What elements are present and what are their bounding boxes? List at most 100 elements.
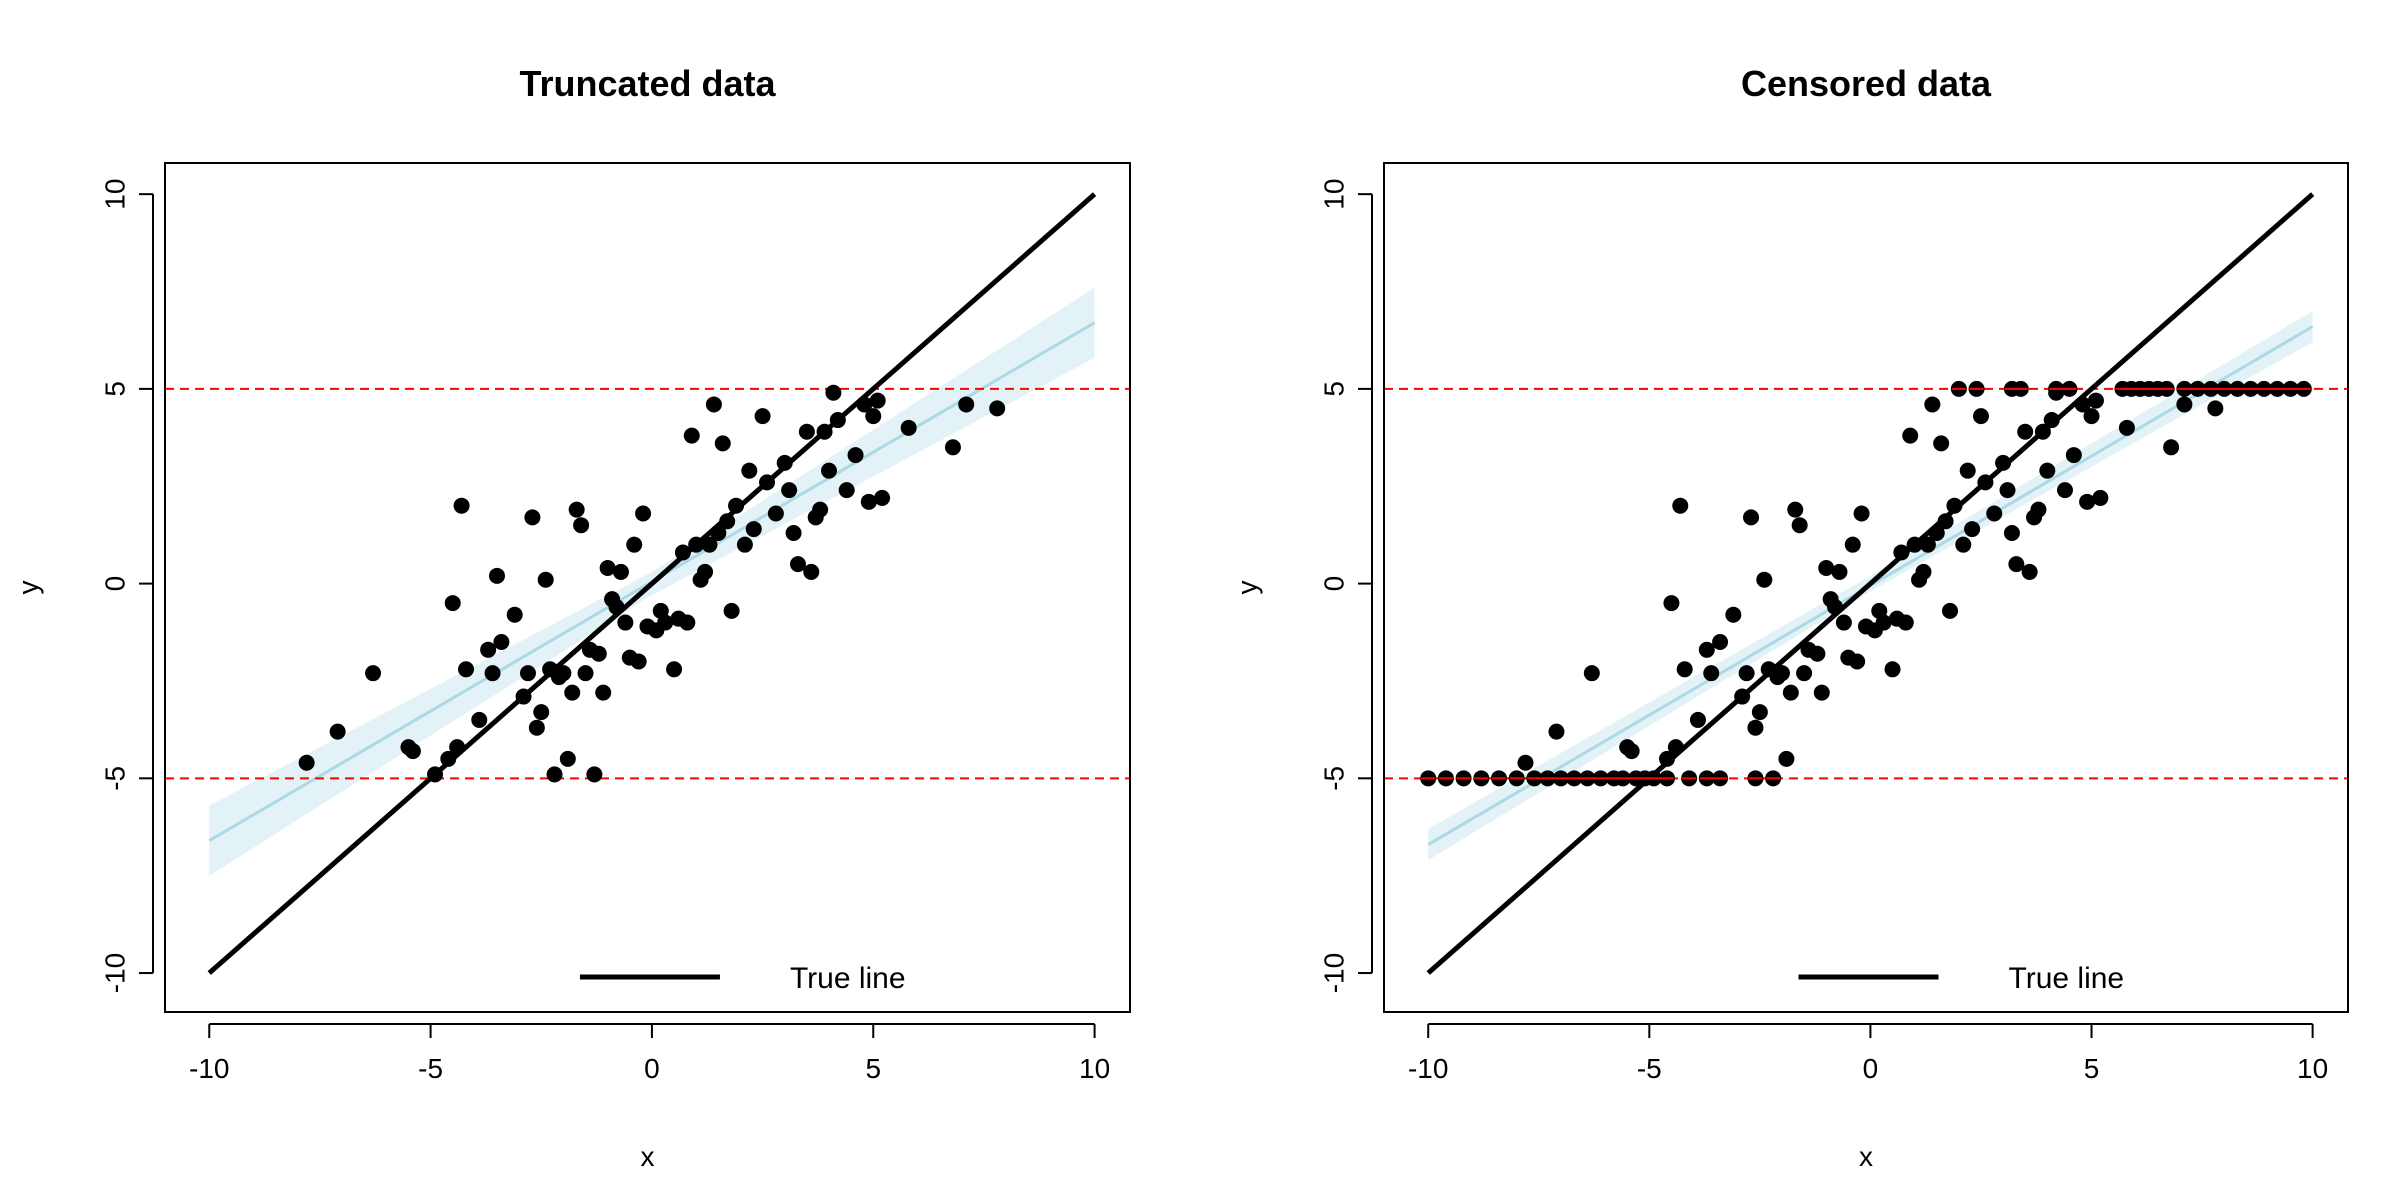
data-point xyxy=(488,567,505,584)
data-point xyxy=(1659,750,1676,767)
data-point xyxy=(533,704,550,721)
data-point xyxy=(1893,544,1910,561)
data-point xyxy=(1919,536,1936,553)
censored-markers xyxy=(1421,387,2311,780)
data-point xyxy=(1672,497,1689,514)
data-point xyxy=(1942,602,1959,619)
data-point xyxy=(608,598,625,615)
data-point xyxy=(745,521,762,538)
legend-label: True line xyxy=(2009,962,2125,995)
data-point xyxy=(1959,462,1976,479)
data-point xyxy=(2021,563,2038,580)
data-point xyxy=(528,719,545,736)
data-point xyxy=(1849,653,1866,670)
data-point xyxy=(1972,408,1989,425)
data-point xyxy=(958,396,975,413)
y-tick-label: -10 xyxy=(1318,953,1349,993)
data-points xyxy=(298,384,1006,783)
x-axis: -10 -5 0 5 10 xyxy=(1408,1023,2328,1084)
data-point xyxy=(820,462,837,479)
data-point xyxy=(1831,563,1848,580)
data-point xyxy=(524,509,541,526)
data-point xyxy=(798,423,815,440)
data-point xyxy=(790,556,807,573)
data-point xyxy=(427,766,444,783)
x-tick-label: -5 xyxy=(1637,1053,1662,1084)
x-tick-label: 5 xyxy=(2084,1053,2100,1084)
data-point xyxy=(1663,595,1680,612)
data-point xyxy=(1698,641,1715,658)
data-point xyxy=(453,497,470,514)
data-point xyxy=(1725,606,1742,623)
data-point xyxy=(1875,614,1892,631)
data-point xyxy=(1747,719,1764,736)
x-axis-label: x xyxy=(641,1141,655,1172)
data-point xyxy=(590,645,607,662)
data-point xyxy=(2163,439,2180,456)
data-point xyxy=(2003,524,2020,541)
data-point xyxy=(2079,493,2096,510)
data-point xyxy=(471,711,488,728)
y-tick-label: 5 xyxy=(99,381,130,397)
data-point xyxy=(1986,505,2003,522)
x-axis: -10 -5 0 5 10 xyxy=(189,1023,1110,1084)
x-tick-label: 0 xyxy=(644,1053,660,1084)
data-point xyxy=(2065,447,2082,464)
data-point xyxy=(989,400,1006,417)
data-point xyxy=(754,408,771,425)
data-point xyxy=(1928,524,1945,541)
y-axis-label: y xyxy=(1231,581,1262,595)
data-point xyxy=(705,396,722,413)
data-point xyxy=(2118,419,2135,436)
data-point xyxy=(1884,661,1901,678)
data-point xyxy=(586,766,603,783)
data-point xyxy=(1853,505,1870,522)
data-point xyxy=(741,462,758,479)
data-point xyxy=(1964,521,1981,538)
data-point xyxy=(555,665,572,682)
data-point xyxy=(856,396,873,413)
data-point xyxy=(829,412,846,429)
data-point xyxy=(1773,665,1790,682)
y-tick-label: -5 xyxy=(99,766,130,791)
data-point xyxy=(2030,501,2047,518)
x-tick-label: -5 xyxy=(418,1053,443,1084)
data-point xyxy=(484,665,501,682)
data-point xyxy=(506,606,523,623)
data-point xyxy=(1955,536,1972,553)
data-point xyxy=(1813,684,1830,701)
data-point xyxy=(559,750,576,767)
data-point xyxy=(2034,423,2051,440)
plot-area xyxy=(1384,192,2348,975)
data-point xyxy=(900,419,917,436)
data-point xyxy=(776,454,793,471)
data-point xyxy=(865,408,882,425)
data-point xyxy=(2017,423,2034,440)
true-line xyxy=(207,192,1097,975)
data-point xyxy=(573,517,590,534)
data-point xyxy=(1517,754,1534,771)
data-point xyxy=(595,684,612,701)
panel-truncated: -10 -5 0 5 10 x -10 -5 0 5 10 y Truncated data True l… xyxy=(12,63,1131,1172)
x-tick-label: -10 xyxy=(1408,1053,1448,1084)
y-tick-label: 0 xyxy=(1318,576,1349,592)
chart-title: Censored data xyxy=(1741,63,1992,104)
data-point xyxy=(728,497,745,514)
data-point xyxy=(444,595,461,612)
data-point xyxy=(599,560,616,577)
panel-censored: -10 -5 0 5 10 x -10 -5 0 5 10 y Censored data True li… xyxy=(1231,63,2349,1172)
data-point xyxy=(666,661,683,678)
data-point xyxy=(1787,501,1804,518)
data-point xyxy=(298,754,315,771)
data-point xyxy=(1844,536,1861,553)
data-point xyxy=(1743,509,1760,526)
data-point xyxy=(1756,571,1773,588)
data-point xyxy=(816,423,833,440)
y-axis-label: y xyxy=(12,581,43,595)
data-point xyxy=(767,505,784,522)
data-point xyxy=(404,743,421,760)
data-point xyxy=(1734,688,1751,705)
y-tick-label: 10 xyxy=(99,179,130,210)
data-point xyxy=(1809,645,1826,662)
